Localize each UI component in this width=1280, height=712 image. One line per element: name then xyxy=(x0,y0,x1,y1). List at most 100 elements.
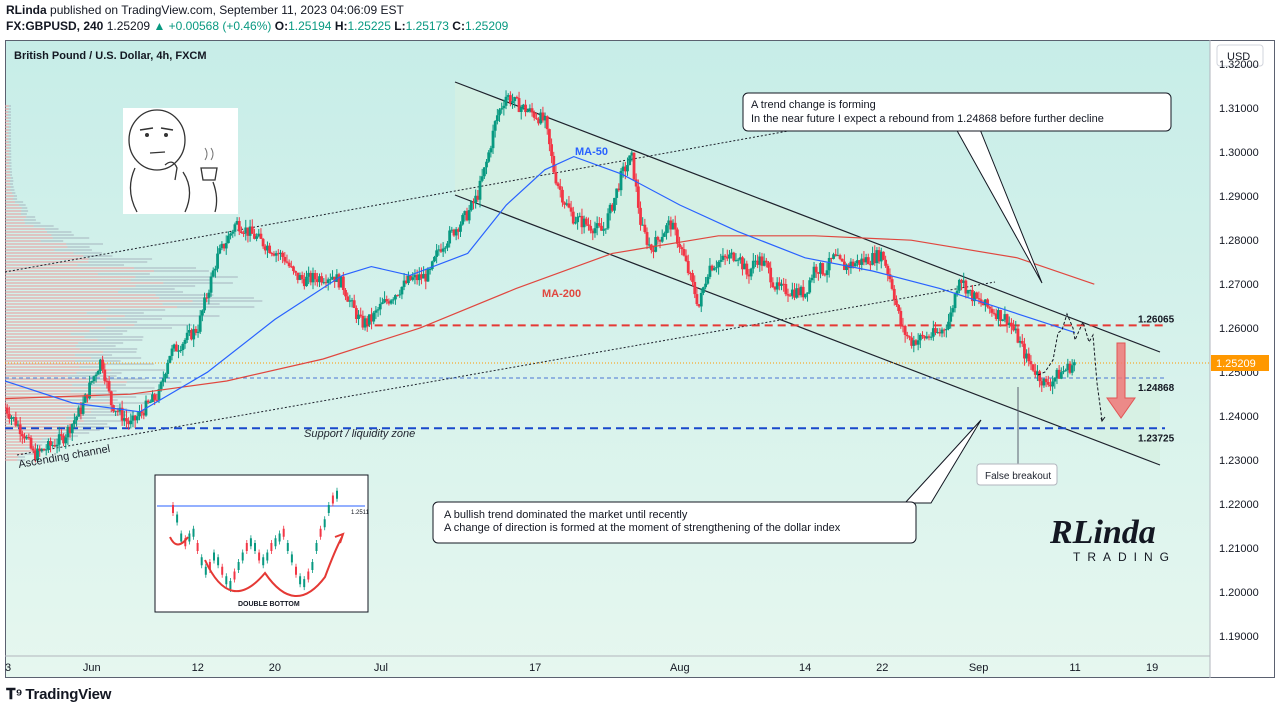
forecast-path xyxy=(1037,312,1103,421)
volume-bar-buy xyxy=(47,231,72,233)
inset-candle-body xyxy=(311,562,314,570)
level-label: 1.23725 xyxy=(1138,433,1175,444)
candle-body xyxy=(387,301,391,304)
candle-body xyxy=(741,257,744,270)
candle-body xyxy=(589,225,593,231)
candle-body xyxy=(1038,371,1042,382)
candle-body xyxy=(370,314,373,322)
inset-candle-body xyxy=(315,543,318,551)
volume-bar-buy xyxy=(9,171,12,173)
candle-body xyxy=(732,252,736,261)
candle-body xyxy=(691,273,694,282)
tradingview-brand[interactable]: TradingView xyxy=(25,686,112,703)
candle-body xyxy=(1036,371,1039,375)
candle-body xyxy=(775,282,779,290)
volume-bar-sell xyxy=(5,441,38,443)
volume-bar-buy xyxy=(23,453,35,455)
candle-body xyxy=(433,256,436,262)
descending-channel-upper-line xyxy=(454,81,1161,353)
author-name[interactable]: RLinda xyxy=(6,3,47,17)
y-tick-label: 1.29000 xyxy=(1219,191,1259,203)
candle-body xyxy=(1044,378,1048,383)
y-tick-label: 1.19000 xyxy=(1219,631,1259,643)
candle-body xyxy=(771,282,775,288)
candle-body xyxy=(717,261,721,268)
candle-body xyxy=(394,295,397,300)
candle-body xyxy=(279,252,282,255)
candle-body xyxy=(764,260,768,263)
price-chart[interactable]: MA-50 MA-200 Support / liquidity zone As… xyxy=(5,40,1275,678)
candle-body xyxy=(224,243,228,249)
candle-body xyxy=(263,246,267,251)
volume-bar-sell xyxy=(5,393,96,395)
candle-body xyxy=(712,268,716,271)
volume-bar-buy xyxy=(130,279,213,281)
symbol-label[interactable]: FX:GBPUSD, 240 xyxy=(6,19,104,33)
volume-bar-sell xyxy=(5,447,25,449)
volume-bar-buy xyxy=(103,351,137,353)
volume-bar-buy xyxy=(84,414,126,416)
ma-50-label: MA-50 xyxy=(575,146,608,158)
candle-body xyxy=(990,308,994,313)
candle-body xyxy=(923,336,927,339)
volume-bar-buy xyxy=(79,348,138,350)
volume-bar-sell xyxy=(5,357,92,359)
candle-body xyxy=(213,268,217,271)
candle-body xyxy=(261,238,265,247)
volume-bar-sell xyxy=(5,162,9,164)
volume-bar-buy xyxy=(83,420,131,422)
volume-bar-buy xyxy=(91,357,142,359)
currency-button[interactable] xyxy=(1216,44,1264,67)
candle-body xyxy=(1042,378,1046,386)
inset-candle-body xyxy=(336,490,338,499)
volume-bar-sell xyxy=(5,195,14,197)
volume-bar-sell xyxy=(5,204,20,206)
candle-body xyxy=(192,328,196,340)
candle-body xyxy=(153,394,157,400)
volume-bar-buy xyxy=(91,408,128,410)
candle-body xyxy=(992,312,996,314)
candle-body xyxy=(563,202,567,205)
candle-body xyxy=(519,107,523,112)
candle-body xyxy=(454,229,458,236)
inset-double-bottom-curve xyxy=(204,536,343,597)
candle-body xyxy=(890,279,894,289)
candle-body xyxy=(600,225,603,231)
ascending-channel-upper-line xyxy=(5,127,806,273)
candle-body xyxy=(784,284,788,295)
candle-body xyxy=(142,412,146,416)
candle-body xyxy=(814,266,818,273)
candle-body xyxy=(1033,370,1037,375)
inset-candle-body xyxy=(213,552,215,561)
volume-bar-sell xyxy=(5,261,89,263)
candle-body xyxy=(821,263,825,275)
volume-bar-sell xyxy=(5,243,67,245)
price-change: ▲ +0.00568 (+0.46%) xyxy=(153,19,272,33)
volume-bar-sell xyxy=(5,210,22,212)
volume-bar-buy xyxy=(111,369,166,371)
candle-body xyxy=(452,229,456,236)
candle-body xyxy=(485,161,488,168)
candle-body xyxy=(578,215,582,217)
candle-body xyxy=(845,264,848,271)
candle-body xyxy=(146,400,150,403)
volume-bar-sell xyxy=(5,201,15,203)
candle-body xyxy=(873,253,877,264)
candle-body xyxy=(999,310,1002,321)
candle-body xyxy=(289,266,293,268)
decline-arrow-icon xyxy=(1106,342,1136,419)
volume-bar-buy xyxy=(12,198,18,200)
volume-bar-sell xyxy=(5,417,66,419)
volume-bar-sell xyxy=(5,108,9,110)
candle-body xyxy=(73,420,76,424)
descending-channel-lower-line xyxy=(454,194,1161,466)
inset-candle-body xyxy=(237,562,240,570)
volume-bar-buy xyxy=(73,252,102,254)
candle-body xyxy=(430,261,434,269)
y-tick-label: 1.24000 xyxy=(1219,411,1259,423)
candle-body xyxy=(467,210,471,221)
candle-body xyxy=(1005,314,1009,326)
candle-body xyxy=(86,394,89,399)
candle-body xyxy=(1068,363,1072,373)
candle-body xyxy=(272,253,276,256)
